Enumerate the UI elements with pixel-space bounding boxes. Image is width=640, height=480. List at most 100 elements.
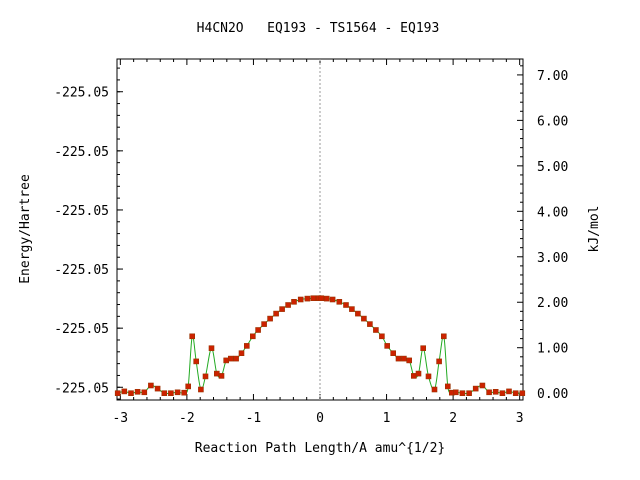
data-point xyxy=(323,295,330,302)
data-point xyxy=(425,373,432,380)
left-tick-label: -225.05 xyxy=(54,86,109,101)
left-tick-label: -225.05 xyxy=(54,204,109,219)
data-point xyxy=(506,388,512,395)
right-tick-label: 0.00 xyxy=(537,387,568,402)
data-point xyxy=(141,389,148,396)
data-point xyxy=(401,355,407,362)
data-point xyxy=(420,345,427,352)
y-axis-label-right: kJ/mol xyxy=(587,206,602,253)
data-point xyxy=(121,388,128,395)
data-point xyxy=(238,350,245,357)
data-point xyxy=(255,327,261,333)
data-point xyxy=(329,296,336,303)
x-tick-label: -1 xyxy=(246,411,262,426)
data-point xyxy=(318,295,325,302)
data-point xyxy=(459,390,466,397)
data-point xyxy=(436,358,442,365)
data-point xyxy=(452,389,459,396)
data-point xyxy=(472,385,479,392)
data-point xyxy=(168,390,174,397)
right-tick-label: 3.00 xyxy=(537,251,568,266)
data-point xyxy=(310,295,317,302)
chart-title: H4CN2O EQ193 - TS1564 - EQ193 xyxy=(197,21,440,36)
data-point xyxy=(233,355,239,362)
right-tick-label: 5.00 xyxy=(537,160,568,175)
data-point xyxy=(285,302,291,308)
data-point xyxy=(279,306,285,312)
data-point xyxy=(291,298,297,305)
left-tick-label: -225.05 xyxy=(54,145,109,160)
data-point xyxy=(415,370,422,377)
data-point xyxy=(244,343,250,349)
data-point xyxy=(128,390,134,397)
data-point xyxy=(486,389,492,396)
data-point xyxy=(202,373,209,380)
data-point xyxy=(304,295,311,302)
x-axis-label: Reaction Path Length/A amu^{1/2} xyxy=(195,441,445,456)
data-point xyxy=(440,333,447,340)
data-point xyxy=(367,321,373,327)
x-tick-label: -3 xyxy=(112,411,128,426)
left-tick-label: -225.05 xyxy=(54,322,109,337)
data-point xyxy=(134,388,141,395)
data-point xyxy=(479,382,486,389)
data-point xyxy=(114,390,121,397)
left-tick-label: -225.05 xyxy=(54,263,109,278)
data-point xyxy=(410,373,417,379)
data-point xyxy=(499,390,506,397)
data-point xyxy=(390,350,397,357)
data-point xyxy=(223,357,229,364)
data-point xyxy=(208,345,215,352)
data-point xyxy=(355,310,361,317)
x-tick-label: 1 xyxy=(383,411,391,426)
data-point-markers xyxy=(114,295,526,397)
data-point xyxy=(444,383,451,390)
data-point xyxy=(379,333,385,340)
data-point xyxy=(189,333,195,340)
data-point xyxy=(349,306,355,312)
data-point xyxy=(512,390,519,397)
data-point xyxy=(406,357,413,364)
data-point xyxy=(466,390,472,397)
x-axis-ticks: -3 -2 -1 0 1 2 3 xyxy=(112,59,524,426)
data-point xyxy=(395,355,402,362)
left-axis-ticks: -225.05 -225.05 -225.05 -225.05 -225.05 -225.… xyxy=(54,67,123,400)
data-point xyxy=(148,382,154,389)
right-tick-label: 2.00 xyxy=(537,296,568,311)
data-point xyxy=(185,383,191,390)
x-tick-label: 2 xyxy=(449,411,457,426)
right-tick-label: 6.00 xyxy=(537,114,568,129)
x-tick-label: -2 xyxy=(179,411,195,426)
left-tick-label: -225.05 xyxy=(54,381,109,396)
data-point xyxy=(297,296,304,303)
data-point xyxy=(267,315,273,322)
right-tick-label: 7.00 xyxy=(537,69,568,84)
x-tick-label: 0 xyxy=(316,411,324,426)
data-point xyxy=(373,327,379,333)
right-axis-ticks: 7.00 6.00 5.00 4.00 3.00 2.00 1.00 0.00 xyxy=(517,65,568,402)
data-point xyxy=(214,370,220,377)
data-point xyxy=(181,389,187,396)
data-point xyxy=(336,298,343,305)
data-point xyxy=(384,343,391,349)
right-tick-label: 4.00 xyxy=(537,205,568,220)
data-point xyxy=(161,390,168,397)
data-point xyxy=(193,358,199,365)
data-point xyxy=(519,390,526,397)
x-tick-label: 3 xyxy=(516,411,524,426)
data-point xyxy=(261,321,267,327)
data-point xyxy=(431,386,438,393)
data-point xyxy=(343,302,349,308)
data-point xyxy=(218,373,225,379)
data-point xyxy=(492,388,499,395)
data-point xyxy=(174,389,181,396)
data-point xyxy=(273,310,279,317)
right-tick-label: 1.00 xyxy=(537,342,568,357)
data-point xyxy=(361,315,367,322)
y-axis-label-left: Energy/Hartree xyxy=(18,174,33,284)
data-point xyxy=(250,333,256,340)
data-point xyxy=(198,386,204,393)
data-point xyxy=(154,385,161,392)
data-point xyxy=(228,355,234,362)
